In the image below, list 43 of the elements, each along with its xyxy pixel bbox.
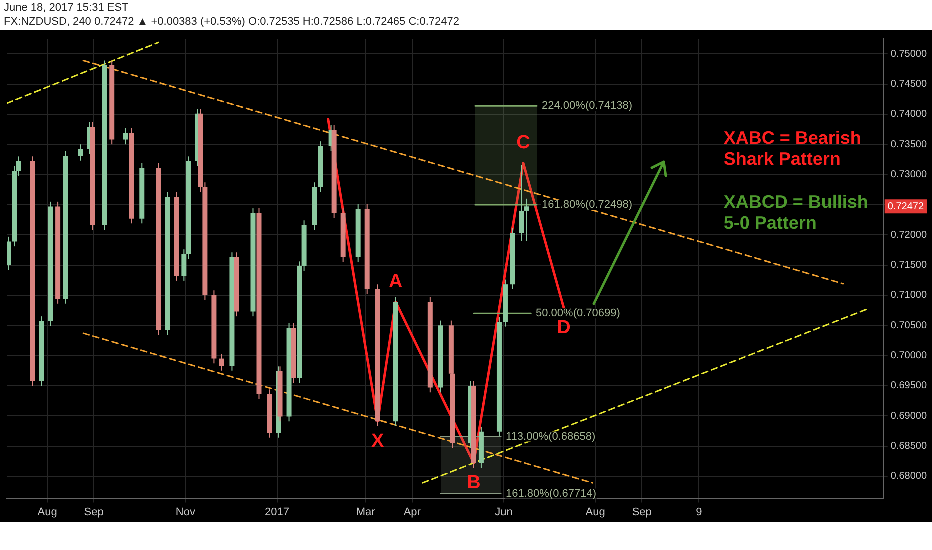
x-tick-label: Apr bbox=[404, 506, 422, 518]
annotation: 224.00%(0.74138) bbox=[542, 100, 633, 112]
candlestick bbox=[78, 144, 84, 162]
y-tick-label: 0.69000 bbox=[890, 410, 928, 422]
y-tick-label: 0.69500 bbox=[890, 380, 928, 392]
data-label: C bbox=[516, 132, 531, 154]
x-tick-label: Jun bbox=[495, 506, 513, 518]
x-tick-label: Nov bbox=[176, 506, 196, 518]
x-tick-label: Aug bbox=[586, 506, 606, 518]
x-tick-label: Aug bbox=[38, 506, 58, 518]
data-label: B bbox=[467, 472, 481, 494]
y-tick-label: 0.74000 bbox=[890, 109, 928, 120]
annotation: 0.72472 bbox=[888, 201, 924, 212]
y-tick-label: 0.73000 bbox=[890, 170, 928, 181]
x-tick-label: Sep bbox=[84, 506, 104, 518]
annotation: 161.80%(0.67714) bbox=[506, 488, 596, 500]
y-tick-label: 0.70000 bbox=[890, 350, 928, 362]
y-tick-label: 0.73500 bbox=[890, 139, 928, 150]
x-tick-label: 2017 bbox=[265, 506, 290, 518]
y-tick-label: 0.68000 bbox=[890, 471, 928, 482]
y-tick-label: 0.68500 bbox=[890, 441, 928, 452]
y-tick-label: 0.71500 bbox=[890, 260, 928, 272]
annotation: XABCD = Bullish 5-0 Pattern bbox=[724, 192, 868, 233]
y-tick-label: 0.70500 bbox=[890, 320, 928, 332]
x-tick-label: 9 bbox=[696, 506, 702, 518]
annotation: 50.00%(0.70699) bbox=[536, 308, 620, 320]
annotation: 113.00%(0.68658) bbox=[506, 430, 596, 443]
y-tick-label: 0.75000 bbox=[890, 48, 928, 60]
data-label: X bbox=[372, 430, 385, 452]
x-tick-label: Mar bbox=[356, 506, 376, 518]
candlestick bbox=[7, 236, 11, 271]
data-label: A bbox=[389, 271, 404, 292]
x-tick-label: Sep bbox=[632, 506, 652, 518]
data-label: D bbox=[557, 317, 571, 338]
candlestick bbox=[219, 353, 224, 372]
chart-title: FX:NZDUSD, 240 0.72472 ▲ +0.00383 (+0.53%) O:0.72535 H:0.72586 L:0.72465 C:0.72472 bbox=[4, 15, 460, 29]
candlestick bbox=[123, 128, 128, 146]
annotation: 161.80%(0.72498) bbox=[542, 199, 633, 212]
y-tick-label: 0.71000 bbox=[890, 290, 928, 302]
chart-subtitle: June 18, 2017 15:31 EST bbox=[4, 1, 130, 15]
y-tick-label: 0.74500 bbox=[890, 79, 928, 90]
y-tick-label: 0.72000 bbox=[890, 230, 928, 241]
text: XABC = Bearish Shark Pattern bbox=[724, 128, 862, 169]
